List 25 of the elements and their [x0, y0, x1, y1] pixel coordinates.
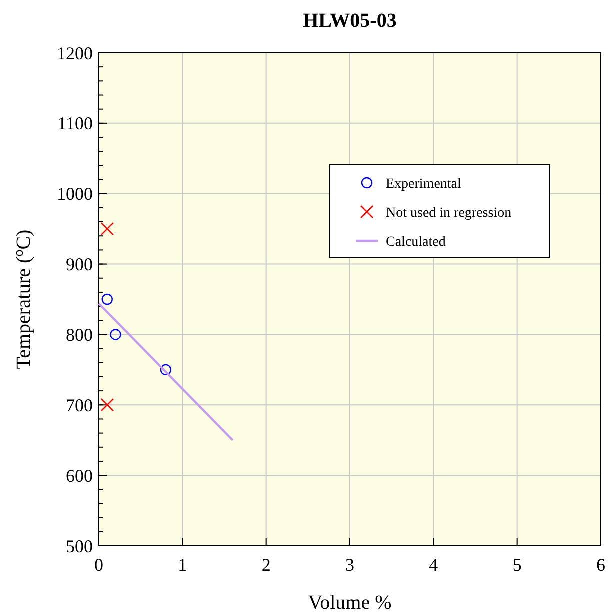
x-tick-label: 3: [346, 555, 354, 575]
point: [100, 398, 114, 412]
point: [102, 294, 113, 306]
x-tick-label: 1: [178, 555, 188, 575]
x-tick-label: 5: [512, 555, 522, 575]
point: [160, 364, 172, 376]
y-tick-label: 1200: [57, 43, 93, 64]
legend-label: Calculated: [386, 234, 446, 250]
y-tick-label: 500: [66, 536, 93, 556]
y-tick-label: 1000: [57, 184, 93, 204]
y-tick-label: 700: [66, 395, 93, 416]
x-tick-label: 0: [94, 555, 104, 575]
y-tick-label: 900: [66, 254, 93, 275]
legend-label: Not used in regression: [386, 206, 512, 221]
chart-title: HLW05-03: [303, 10, 397, 32]
x-axis-title: Volume %: [308, 592, 392, 614]
x-tick-label: 4: [429, 555, 438, 575]
x-tick-label: 2: [262, 555, 271, 575]
y-tick-label: 1100: [58, 114, 93, 134]
y-tick-label: 800: [66, 325, 93, 346]
y-tick-label: 600: [66, 466, 93, 486]
point: [110, 329, 122, 340]
x-tick-label: 6: [596, 555, 606, 575]
legend-label: Experimental: [386, 176, 462, 192]
point: [100, 222, 114, 236]
